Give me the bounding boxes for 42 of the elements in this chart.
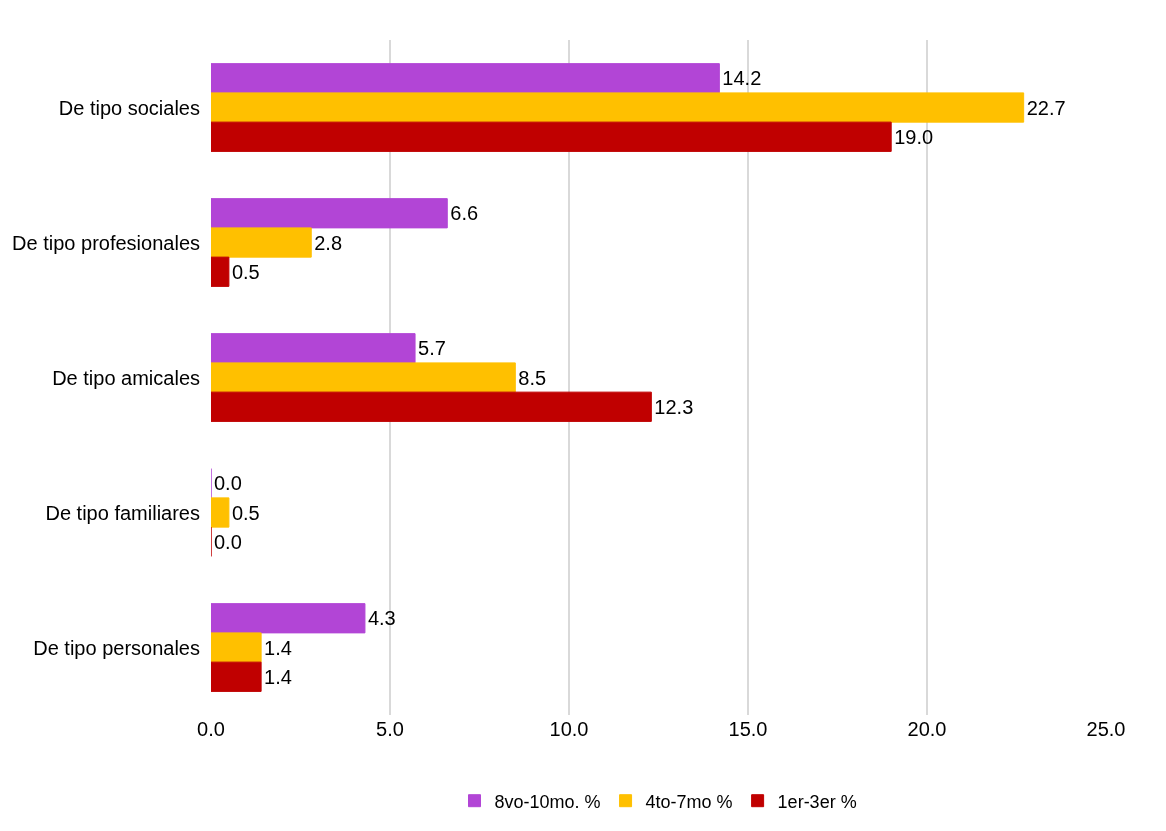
- y-tick-label: De tipo sociales: [58, 96, 200, 119]
- data-label: 19.0: [894, 125, 934, 148]
- y-tick-label: De tipo amicales: [52, 366, 200, 389]
- bar: [211, 198, 448, 229]
- bar: [211, 92, 1025, 123]
- bar: [211, 497, 230, 528]
- x-tick-label: 5.0: [376, 718, 404, 740]
- bar: [211, 603, 366, 634]
- data-label: 0.5: [231, 501, 260, 524]
- legend-label: 1er-3er %: [777, 791, 857, 812]
- bar: [211, 121, 892, 152]
- bar: [211, 333, 416, 364]
- data-label: 4.3: [367, 607, 396, 630]
- bar: [211, 632, 262, 663]
- y-tick-label: De tipo profesionales: [12, 231, 200, 254]
- data-label: 0.5: [231, 260, 260, 283]
- x-tick-label: 25.0: [1086, 718, 1126, 740]
- data-label: 1.4: [264, 636, 292, 659]
- x-tick-label: 15.0: [728, 718, 768, 740]
- bar: [211, 227, 312, 258]
- data-label: 5.7: [418, 337, 446, 360]
- y-tick-label: De tipo familiares: [45, 501, 200, 524]
- x-tick-label: 0.0: [197, 718, 225, 740]
- y-tick-label: De tipo personales: [33, 636, 200, 659]
- bar: [211, 63, 720, 94]
- bar: [211, 391, 652, 422]
- bar: [211, 661, 262, 692]
- data-label: 1.4: [264, 665, 292, 688]
- data-label: 0.0: [214, 530, 242, 553]
- data-label: 0.0: [214, 472, 242, 495]
- data-label: 22.7: [1026, 96, 1066, 119]
- legend-label: 8vo-10mo. %: [494, 791, 601, 812]
- bar: [211, 256, 230, 287]
- x-tick-label: 10.0: [549, 718, 589, 740]
- data-label: 2.8: [314, 231, 343, 254]
- bar: [211, 362, 516, 393]
- legend-label: 4to-7mo %: [645, 791, 733, 812]
- data-label: 12.3: [654, 395, 694, 418]
- data-label: 6.6: [450, 202, 479, 225]
- data-label: 8.5: [518, 366, 547, 389]
- x-tick-label: 20.0: [907, 718, 947, 740]
- data-label: 14.2: [722, 67, 762, 90]
